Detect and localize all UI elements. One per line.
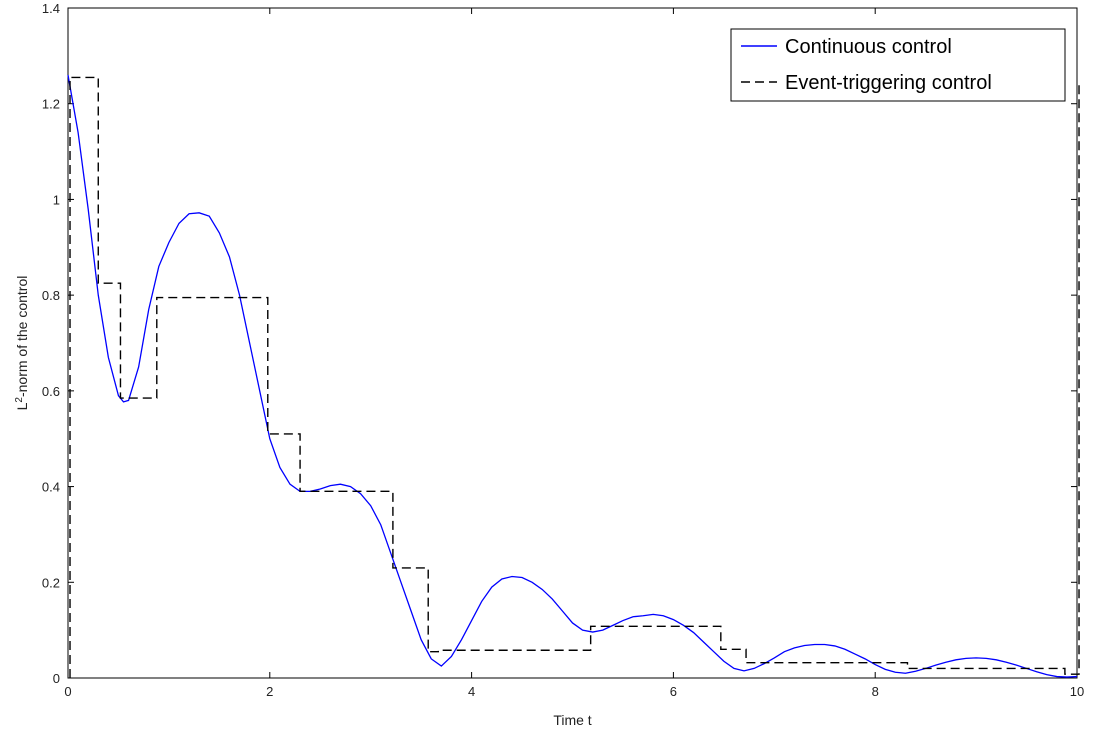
y-axis-label-superscript: 2 [14,397,25,403]
y-axis-label: L2-norm of the control [14,276,31,411]
y-axis-label-prefix: L [14,402,30,410]
y-tick-label: 0.2 [42,575,60,590]
y-tick-label: 0.8 [42,288,60,303]
x-tick-label: 4 [468,684,475,699]
legend-label-event: Event-triggering control [785,72,992,94]
y-tick-label: 0.6 [42,384,60,399]
y-tick-label: 1.2 [42,97,60,112]
axis-ticks [67,7,1078,679]
series-layer [67,74,1080,678]
plot-area [67,7,1078,679]
y-axis-label-suffix: -norm of the control [14,276,30,397]
x-tick-label: 8 [872,684,879,699]
y-tick-label: 1.4 [42,1,60,16]
legend-label-continuous: Continuous control [785,36,952,58]
series-line-event-triggering [69,76,1080,678]
x-tick-label: 2 [266,684,273,699]
y-tick-label: 0 [53,671,60,686]
legend-box [730,28,1066,102]
y-tick-label: 1 [53,192,60,207]
tick-labels: 0 2 4 6 8 10 0 0.2 0.4 0.6 0.8 1 1.2 1.4 [42,1,1084,699]
x-tick-label: 10 [1070,684,1084,699]
plot-frame [67,7,1078,679]
series-line-continuous [67,74,1078,678]
x-axis-label: Time t [553,712,591,728]
legend: Continuous control Event-triggering cont… [730,28,1066,102]
x-tick-label: 6 [670,684,677,699]
y-tick-label: 0.4 [42,480,60,495]
x-tick-label: 0 [64,684,71,699]
